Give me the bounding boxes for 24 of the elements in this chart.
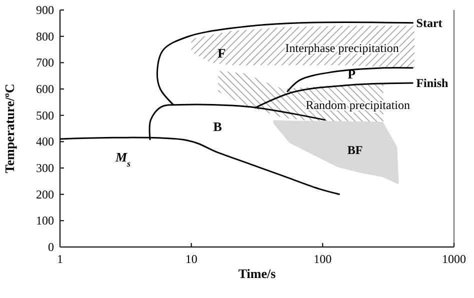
x-tick-label: 10 (185, 252, 198, 266)
x-tick-label: 100 (314, 252, 332, 266)
annotation: F (218, 45, 226, 60)
y-tick-label: 300 (36, 161, 54, 175)
series-label: Random precipitation (306, 98, 410, 112)
y-tick-label: 600 (36, 82, 54, 96)
series-label: Interphase precipitation (285, 40, 399, 55)
series-label: Start (416, 16, 442, 30)
annotation: B (213, 118, 222, 134)
y-tick-label: 200 (36, 187, 54, 202)
series-label: BF (347, 142, 363, 157)
x-tick-label: 1 (57, 252, 63, 266)
y-tick-label: 700 (36, 56, 54, 70)
y-tick-label: 900 (36, 3, 54, 17)
y-tick-label: 0 (48, 240, 54, 254)
y-tick-label: 100 (36, 214, 54, 228)
x-tick-label: 1000 (442, 252, 466, 266)
y-tick-label: 500 (36, 108, 54, 122)
x-axis-title: Time/s (238, 266, 276, 281)
annotation: M$_{s}$ (114, 150, 132, 169)
y-axis-title: Temperature/ºC (2, 84, 17, 174)
series-label: Finish (416, 76, 449, 90)
y-tick-label: 400 (36, 134, 54, 149)
y-tick-label: 800 (36, 29, 54, 44)
